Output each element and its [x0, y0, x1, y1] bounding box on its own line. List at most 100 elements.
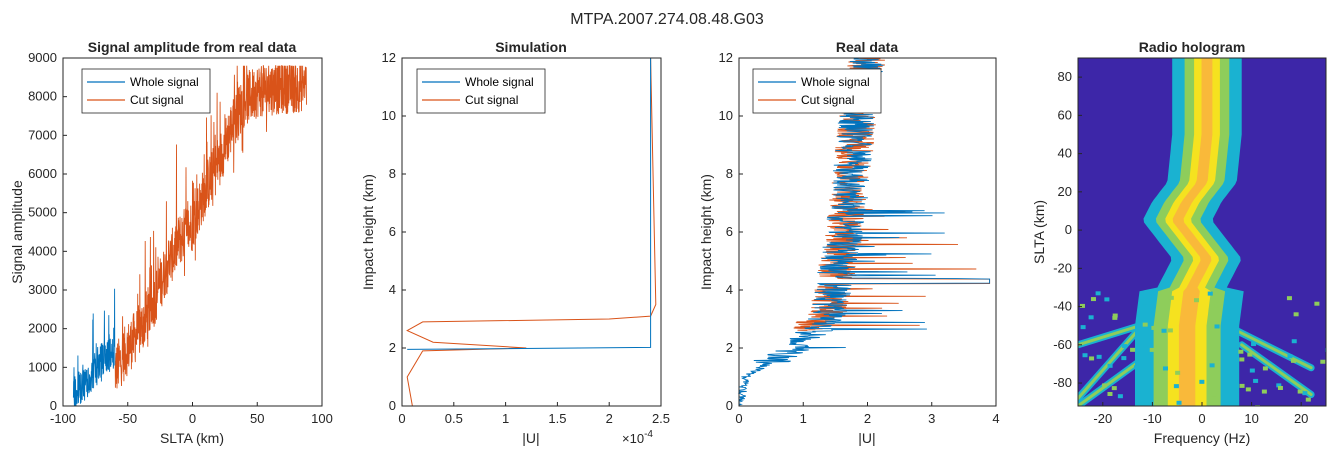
amplitude-xticks: -100 -50 0 50 100 [50, 402, 333, 426]
hologram-speckle [1320, 359, 1326, 364]
hologram-speckle [1121, 356, 1127, 361]
hologram-speckle [1149, 347, 1155, 352]
hologram-speckle [1089, 356, 1095, 361]
amplitude-ytick-label: 4000 [28, 243, 57, 258]
hologram-speckle [1082, 353, 1088, 358]
amplitude-ytick-label: 3000 [28, 282, 57, 297]
hologram-yticks: -80 -60 -40 -20 0 20 40 60 80 [1053, 69, 1082, 390]
hologram-speckle [1080, 325, 1086, 330]
hologram-speckle [1102, 383, 1108, 388]
hologram-speckle [1245, 387, 1251, 392]
amplitude-ytick-label: 6000 [28, 166, 57, 181]
real-ytick-label: 10 [719, 108, 733, 123]
amplitude-ytick-label: 5000 [28, 205, 57, 220]
hologram-speckle [1194, 298, 1200, 303]
simulation-xticks: 0 0.5 1 1.5 2 2.5 [398, 402, 670, 426]
hologram-speckle [1079, 303, 1085, 308]
amplitude-series-cut [114, 65, 307, 389]
hologram-xtick-label: 0 [1198, 411, 1205, 426]
real-ytick-label: 6 [726, 224, 733, 239]
hologram-speckle [1117, 394, 1123, 399]
amplitude-ytick-label: 1000 [28, 359, 57, 374]
hologram-arm-core [1225, 324, 1313, 370]
real-ytick-label: 4 [726, 282, 733, 297]
real-ytick-label: 12 [719, 50, 733, 65]
hologram-speckle [1249, 368, 1255, 373]
legend-label-whole: Whole signal [465, 75, 534, 89]
hologram-ytick-label: 60 [1058, 107, 1072, 122]
hologram-ytick-label: -40 [1053, 299, 1072, 314]
amplitude-whole-line [72, 288, 116, 407]
amplitude-yticks: 0 1000 2000 3000 4000 5000 6000 7000 8000 9000 [28, 50, 67, 413]
hologram-speckle [1135, 391, 1141, 396]
hologram-speckle [1130, 347, 1136, 352]
hologram-arm-core [1240, 343, 1313, 397]
real-legend: Whole signal Cut signal [752, 68, 882, 114]
amplitude-ytick-label: 8000 [28, 89, 57, 104]
legend-label-cut: Cut signal [801, 93, 854, 107]
simulation-series-cut [406, 57, 657, 407]
simulation-ylabel: Impact height (km) [360, 174, 376, 290]
simulation-xtick-label: 2.5 [652, 411, 670, 426]
hologram-speckle [1262, 366, 1268, 371]
simulation-xtick-label: 0 [398, 411, 405, 426]
chart-simulation: Simulation 0 0.5 1 1.5 2 2.5 0 2 4 6 8 10 12 |U| Im… [360, 39, 670, 446]
real-xtick-label: 4 [992, 411, 999, 426]
hologram-speckle [1232, 376, 1238, 381]
hologram-speckle [1199, 379, 1205, 384]
figure-suptitle: MTPA.2007.274.08.48.G03 [570, 11, 764, 28]
simulation-ytick-label: 10 [382, 108, 396, 123]
simulation-xtick-label: 1 [502, 411, 509, 426]
hologram-speckle [1214, 324, 1220, 329]
hologram-ytick-label: 0 [1065, 222, 1072, 237]
amplitude-xtick-label: 50 [250, 411, 264, 426]
real-series-whole [737, 57, 991, 407]
real-xtick-label: 3 [928, 411, 935, 426]
hologram-speckle [1247, 352, 1253, 357]
hologram-xticks: -20 -10 0 10 20 [1093, 402, 1308, 426]
real-xtick-label: 0 [735, 411, 742, 426]
hologram-speckle [1142, 304, 1148, 309]
simulation-x-multiplier: ×10-4 [622, 429, 653, 446]
hologram-speckle [1305, 397, 1311, 402]
real-data-title: Real data [836, 39, 898, 55]
hologram-speckle [1142, 322, 1148, 327]
real-ytick-label: 8 [726, 166, 733, 181]
simulation-ytick-label: 2 [389, 340, 396, 355]
amplitude-xtick-label: -100 [50, 411, 76, 426]
amplitude-ytick-label: 7000 [28, 127, 57, 142]
simulation-title: Simulation [495, 39, 567, 55]
hologram-speckle [1107, 391, 1113, 396]
hologram-ytick-label: -60 [1053, 337, 1072, 352]
hologram-ytick-label: 20 [1058, 184, 1072, 199]
hologram-speckle [1161, 328, 1167, 333]
simulation-ytick-label: 0 [389, 398, 396, 413]
real-yticks: 0 2 4 6 8 10 12 [719, 50, 743, 413]
amplitude-title: Signal amplitude from real data [88, 39, 297, 55]
hologram-speckle [1276, 383, 1282, 388]
hologram-band-peak [1172, 58, 1213, 406]
legend-label-whole: Whole signal [130, 75, 199, 89]
simulation-cut-line [406, 57, 657, 407]
hologram-title: Radio hologram [1139, 39, 1246, 55]
hologram-speckle [1286, 296, 1292, 301]
hologram-ytick-label: -20 [1053, 260, 1072, 275]
hologram-speckle [1112, 313, 1118, 318]
hologram-speckle [1133, 365, 1139, 370]
hologram-speckle [1325, 304, 1326, 309]
hologram-speckle [1277, 385, 1283, 390]
hologram-xlabel: Frequency (Hz) [1154, 430, 1250, 446]
amplitude-legend: Whole signal Cut signal [81, 68, 211, 114]
hologram-speckle [1211, 392, 1217, 397]
simulation-ytick-label: 4 [389, 282, 396, 297]
hologram-speckle [1096, 354, 1102, 359]
amplitude-ylabel: Signal amplitude [9, 180, 25, 284]
simulation-xtick-label: 2 [606, 411, 613, 426]
hologram-xtick-label: -20 [1093, 411, 1112, 426]
amplitude-series-whole [72, 288, 116, 407]
hologram-speckle [1159, 369, 1165, 374]
real-xtick-label: 1 [800, 411, 807, 426]
amplitude-xlabel: SLTA (km) [160, 430, 224, 446]
hologram-speckle [1214, 303, 1220, 308]
